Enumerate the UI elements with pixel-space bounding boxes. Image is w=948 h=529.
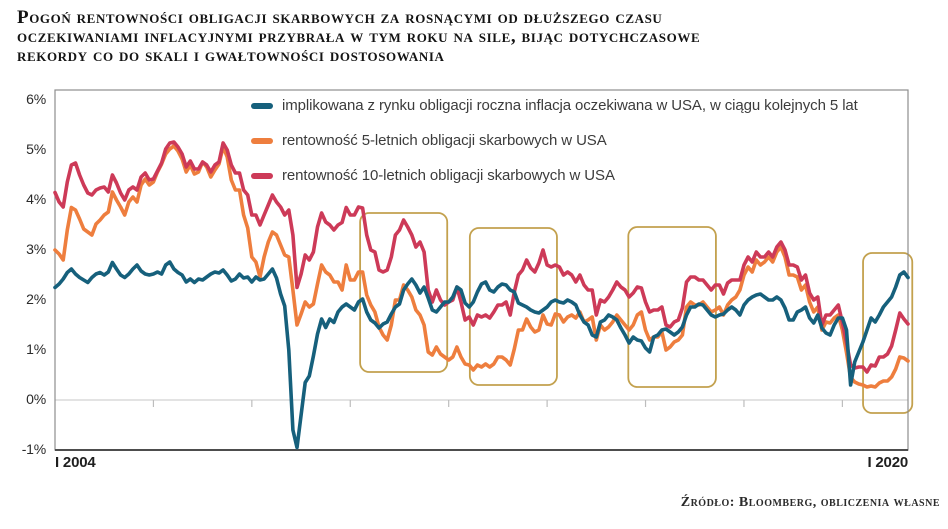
series-line-2 xyxy=(53,140,910,374)
highlight-box xyxy=(627,226,717,388)
series-line-0 xyxy=(53,260,910,450)
series-line-1 xyxy=(53,144,910,389)
y-axis-label: 6% xyxy=(26,91,46,107)
legend-item-10y-yield: rentowność 10-letnich obligacji skarbowy… xyxy=(251,167,858,184)
legend-item-5y-yield: rentowność 5-letnich obligacji skarbowyc… xyxy=(251,132,858,149)
y-axis-label: 1% xyxy=(26,341,46,357)
legend-swatch-orange-icon xyxy=(251,137,273,144)
chart-title-line: rekordy co do skali i gwałtowności dosto… xyxy=(17,45,445,66)
legend-item-implied-inflation: implikowana z rynku obligacji roczna inf… xyxy=(251,97,858,114)
chart-legend: implikowana z rynku obligacji roczna inf… xyxy=(251,97,858,202)
chart-title-line: oczekiwaniami inflacyjnymi przybrała w t… xyxy=(17,26,701,47)
source-note: Źródło: Bloomberg, obliczenia własne xyxy=(680,495,940,510)
legend-swatch-crimson-icon xyxy=(251,172,273,179)
y-axis-label: -1% xyxy=(21,441,46,457)
y-axis-label: 4% xyxy=(26,191,46,207)
y-axis-label: 2% xyxy=(26,291,46,307)
legend-label: implikowana z rynku obligacji roczna inf… xyxy=(282,97,858,114)
chart-title: Pogoń rentowności obligacji skarbowych z… xyxy=(17,8,942,65)
chart-title-line: Pogoń rentowności obligacji skarbowych z… xyxy=(17,7,663,28)
x-axis-label-end: I 2020 xyxy=(867,454,908,471)
y-axis-label: 3% xyxy=(26,241,46,257)
highlight-box xyxy=(862,252,914,414)
y-axis-label: 0% xyxy=(26,391,46,407)
y-axis-label: 5% xyxy=(26,141,46,157)
legend-swatch-teal-icon xyxy=(251,102,273,109)
highlight-box xyxy=(359,212,449,373)
legend-label: rentowność 10-letnich obligacji skarbowy… xyxy=(282,167,615,184)
x-axis-label-start: I 2004 xyxy=(55,454,96,471)
legend-label: rentowność 5-letnich obligacji skarbowyc… xyxy=(282,132,607,149)
